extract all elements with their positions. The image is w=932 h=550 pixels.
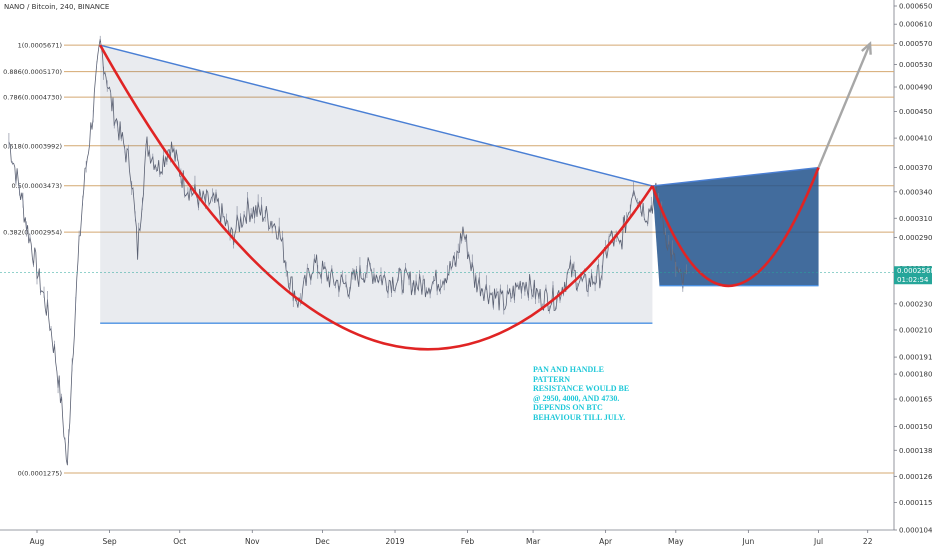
price-series-line	[8, 38, 688, 466]
fib-level-label: 0.886(0.0005170)	[3, 68, 62, 76]
annotation-line: PATTERN	[533, 374, 571, 384]
x-tick-label: May	[668, 537, 684, 546]
x-tick-label: Oct	[173, 537, 186, 546]
y-tick-label: 0.0001045	[899, 527, 932, 535]
annotation-line: RESISTANCE WOULD BE	[533, 384, 630, 393]
projection-arrow	[817, 43, 872, 168]
x-tick-label: Sep	[102, 537, 116, 546]
fib-level-label: 0(0.0001275)	[18, 469, 62, 477]
x-tick-label: Nov	[245, 537, 260, 546]
last-price-label: 0.0002568	[897, 267, 932, 275]
annotation-line: PAN AND HANDLE	[533, 365, 604, 374]
x-tick-label: Dec	[315, 537, 330, 546]
annotation-line: DEPENDS ON BTC	[533, 403, 603, 412]
fib-level-label: 0.618(0.0003992)	[3, 142, 62, 150]
trendline	[100, 44, 653, 187]
fib-level-label: 0.786(0.0004730)	[3, 94, 62, 102]
annotation-line: @ 2950, 4000, AND 4730.	[533, 393, 620, 403]
chart-title: NANO / Bitcoin, 240, BINANCE	[4, 3, 110, 11]
last-price-badge	[894, 266, 932, 285]
x-tick-label: Mar	[526, 537, 541, 546]
x-tick-label: Aug	[30, 537, 45, 546]
annotation-line: BEHAVIOUR TILL JULY.	[533, 412, 626, 422]
annotation-note: PAN AND HANDLE PATTERN RESISTANCE WOULD BE…	[533, 365, 629, 422]
x-tick-label: Apr	[599, 537, 613, 546]
fib-level-label: 1(0.0005671)	[18, 42, 62, 50]
trendline	[652, 166, 819, 187]
x-tick-label: Feb	[461, 537, 475, 546]
fib-level-label: 0.382(0.0002954)	[3, 229, 62, 237]
x-tick-label: Jun	[742, 537, 755, 546]
x-tick-label: 22	[863, 537, 873, 546]
x-tick-label: 2019	[385, 537, 404, 546]
x-tick-label: Jul	[813, 537, 823, 546]
bar-countdown-label: 01:02:54	[897, 276, 929, 284]
cup-curve	[99, 44, 654, 351]
projection-arrowhead	[861, 41, 872, 55]
handle-curve	[651, 167, 820, 288]
fib-level-label: 0.5(0.0003473)	[11, 182, 62, 190]
cup-zone-shade	[100, 45, 653, 324]
handle-zone-shade	[652, 167, 819, 286]
